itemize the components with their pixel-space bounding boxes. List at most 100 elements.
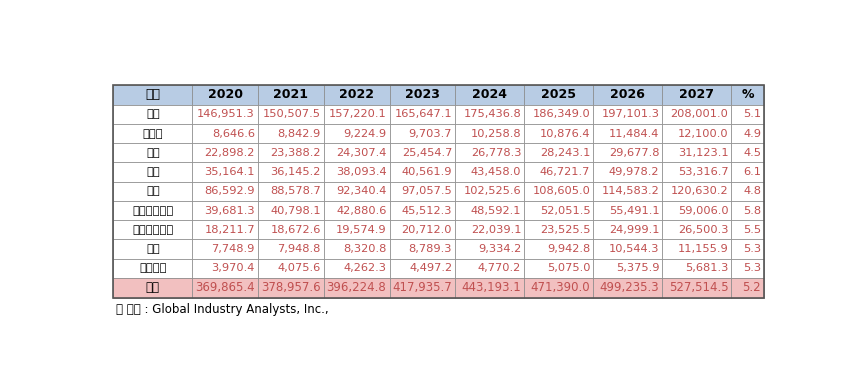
Bar [593, 105, 662, 124]
Bar [113, 259, 192, 278]
Bar [390, 143, 455, 162]
Bar [113, 278, 192, 298]
Bar [192, 201, 258, 220]
Text: 5,075.0: 5,075.0 [547, 263, 590, 273]
Bar [113, 124, 192, 143]
Text: 24,307.4: 24,307.4 [336, 148, 387, 158]
Text: 일본: 일본 [146, 148, 159, 158]
Bar [524, 259, 593, 278]
Text: 369,865.4: 369,865.4 [195, 282, 255, 294]
Text: 미국: 미국 [146, 109, 159, 119]
Bar [455, 182, 524, 201]
Bar [524, 84, 593, 105]
Text: 22,039.1: 22,039.1 [470, 225, 521, 235]
Bar [258, 143, 324, 162]
Text: 40,798.1: 40,798.1 [270, 206, 321, 215]
Bar [524, 143, 593, 162]
Bar [113, 84, 764, 298]
Text: 9,942.8: 9,942.8 [547, 244, 590, 254]
Bar [192, 182, 258, 201]
Text: 157,220.1: 157,220.1 [328, 109, 387, 119]
Bar [324, 124, 390, 143]
Bar [593, 182, 662, 201]
Text: 97,057.5: 97,057.5 [401, 186, 452, 196]
Text: 53,316.7: 53,316.7 [678, 167, 728, 177]
Text: 5.3: 5.3 [743, 263, 761, 273]
Text: 186,349.0: 186,349.0 [532, 109, 590, 119]
Bar [192, 84, 258, 105]
Text: 중동: 중동 [146, 244, 159, 254]
Bar [524, 278, 593, 298]
Bar [593, 143, 662, 162]
Bar [662, 124, 731, 143]
Text: 417,935.7: 417,935.7 [393, 282, 452, 294]
Text: 28,243.1: 28,243.1 [540, 148, 590, 158]
Bar [593, 201, 662, 220]
Bar [593, 220, 662, 239]
Bar [258, 182, 324, 201]
Text: 12,100.0: 12,100.0 [678, 129, 728, 138]
Text: 유럽: 유럽 [146, 186, 159, 196]
Bar [192, 124, 258, 143]
Bar [324, 105, 390, 124]
Bar [324, 201, 390, 220]
Text: 23,388.2: 23,388.2 [270, 148, 321, 158]
Text: － 출처 : Global Industry Analysts, Inc.,: － 출처 : Global Industry Analysts, Inc., [117, 303, 329, 316]
Text: 175,436.8: 175,436.8 [464, 109, 521, 119]
Text: 108,605.0: 108,605.0 [532, 186, 590, 196]
Text: 42,880.6: 42,880.6 [336, 206, 387, 215]
Text: 7,748.9: 7,748.9 [212, 244, 255, 254]
Text: 지역: 지역 [146, 88, 160, 101]
Bar [324, 162, 390, 182]
Bar [731, 278, 764, 298]
Text: 6.1: 6.1 [743, 167, 761, 177]
Text: 5.2: 5.2 [743, 282, 761, 294]
Text: 25,454.7: 25,454.7 [402, 148, 452, 158]
Bar [258, 105, 324, 124]
Bar [662, 162, 731, 182]
Text: 5.1: 5.1 [743, 109, 761, 119]
Bar [455, 201, 524, 220]
Text: 29,677.8: 29,677.8 [608, 148, 659, 158]
Text: 라틴아메리카: 라틴아메리카 [132, 225, 173, 235]
Text: 아시아태평양: 아시아태평양 [132, 206, 173, 215]
Text: 8,842.9: 8,842.9 [278, 129, 321, 138]
Text: 197,101.3: 197,101.3 [602, 109, 659, 119]
Text: %: % [741, 88, 754, 101]
Text: 527,514.5: 527,514.5 [668, 282, 728, 294]
Text: 2025: 2025 [542, 88, 577, 101]
Text: 2021: 2021 [273, 88, 309, 101]
Text: 92,340.4: 92,340.4 [336, 186, 387, 196]
Text: 45,512.3: 45,512.3 [402, 206, 452, 215]
Text: 3,970.4: 3,970.4 [212, 263, 255, 273]
Bar [524, 124, 593, 143]
Text: 55,491.1: 55,491.1 [608, 206, 659, 215]
Text: 36,145.2: 36,145.2 [270, 167, 321, 177]
Text: 18,211.7: 18,211.7 [204, 225, 255, 235]
Text: 아프리카: 아프리카 [139, 263, 166, 273]
Text: 40,561.9: 40,561.9 [402, 167, 452, 177]
Text: 4,497.2: 4,497.2 [409, 263, 452, 273]
Bar [731, 259, 764, 278]
Bar [192, 220, 258, 239]
Bar [662, 105, 731, 124]
Text: 4,075.6: 4,075.6 [278, 263, 321, 273]
Bar [731, 201, 764, 220]
Text: 2022: 2022 [339, 88, 375, 101]
Bar [731, 124, 764, 143]
Text: 4.5: 4.5 [743, 148, 761, 158]
Text: 5,375.9: 5,375.9 [616, 263, 659, 273]
Bar [455, 278, 524, 298]
Bar [324, 182, 390, 201]
Text: 86,592.9: 86,592.9 [204, 186, 255, 196]
Bar [524, 162, 593, 182]
Bar [390, 220, 455, 239]
Text: 471,390.0: 471,390.0 [530, 282, 590, 294]
Bar [593, 278, 662, 298]
Text: 378,957.6: 378,957.6 [261, 282, 321, 294]
Text: 2020: 2020 [207, 88, 243, 101]
Bar [113, 162, 192, 182]
Text: 18,672.6: 18,672.6 [270, 225, 321, 235]
Bar [324, 84, 390, 105]
Text: 5.8: 5.8 [743, 206, 761, 215]
